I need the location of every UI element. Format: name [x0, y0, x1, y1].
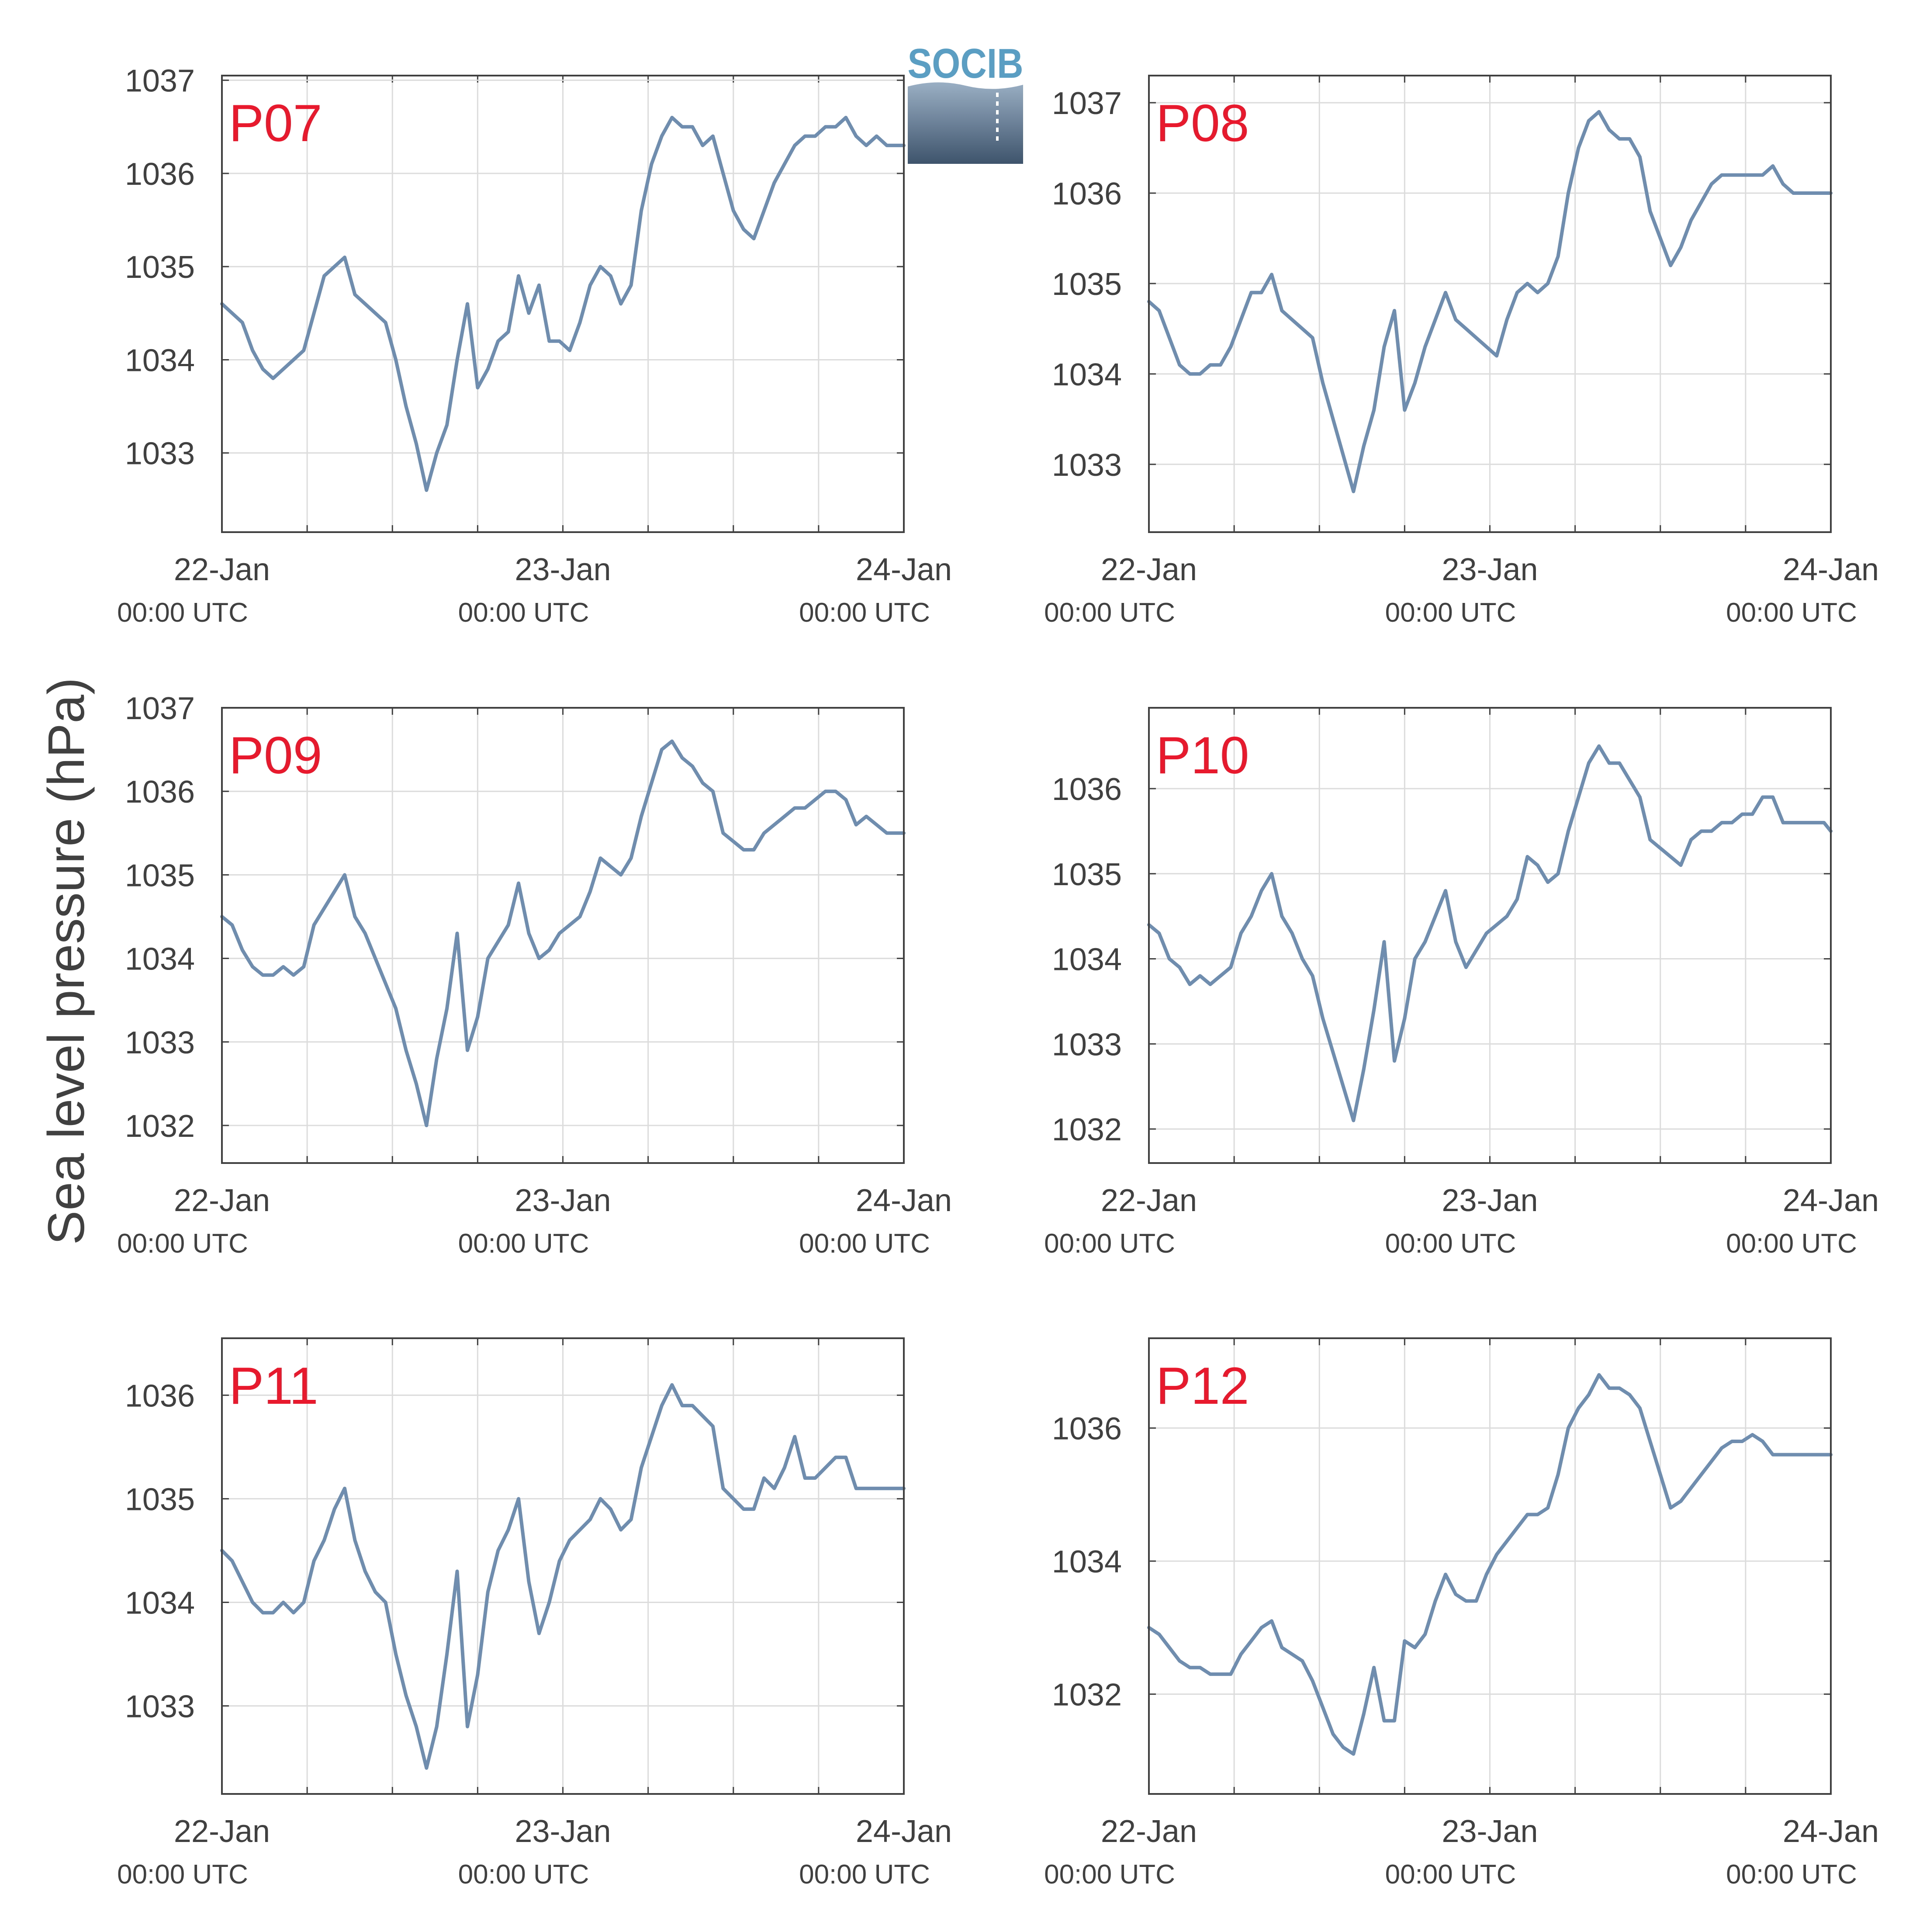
y-tick-label: 1033 — [125, 436, 195, 471]
x-tick-sublabel: 00:00 UTC — [117, 1859, 248, 1890]
series-line — [1147, 744, 1833, 1122]
x-tick-sublabel: 00:00 UTC — [799, 598, 930, 628]
y-tick-label: 1034 — [125, 1586, 195, 1620]
y-tick-label: 1033 — [125, 1690, 195, 1724]
x-tick-label: 24-Jan — [856, 1814, 952, 1849]
y-tick-label: 1034 — [125, 343, 195, 378]
x-tick-label: 23-Jan — [1442, 552, 1538, 587]
y-tick-label: 1036 — [1052, 1412, 1122, 1447]
x-tick-sublabel: 00:00 UTC — [1385, 1229, 1516, 1259]
y-tick-label: 1032 — [1052, 1678, 1122, 1713]
y-tick-label: 1036 — [125, 775, 195, 810]
socib-logo: SOCIB — [908, 40, 1024, 164]
x-tick-label: 24-Jan — [856, 552, 952, 587]
y-tick-label: 1037 — [1052, 86, 1122, 121]
series-line — [220, 1383, 906, 1770]
x-tick-label: 22-Jan — [174, 552, 270, 587]
x-tick-label: 22-Jan — [174, 1183, 270, 1218]
x-tick-sublabel: 00:00 UTC — [1044, 598, 1175, 628]
x-tick-label: 23-Jan — [515, 552, 611, 587]
series-line — [220, 739, 906, 1127]
x-tick-label: 23-Jan — [1442, 1183, 1538, 1218]
panel-label: P07 — [229, 94, 322, 152]
panel-p09: 1032 1033 1034 1035 1036 1037 22-Jan 00:00 UTC 2… — [117, 691, 952, 1259]
y-tick-label: 1032 — [1052, 1112, 1122, 1147]
panel-p12: 1032 1034 1036 22-Jan 00:00 UTC 23-Jan 00:00 U… — [1044, 1337, 1879, 1890]
y-tick-label: 1037 — [125, 691, 195, 726]
panel-p11: 1033 1034 1035 1036 22-Jan 00:00 UTC 23-Jan 00:… — [117, 1337, 952, 1890]
y-tick-label: 1036 — [1052, 177, 1122, 211]
series-line — [1147, 110, 1833, 493]
panel-p08: 1033 1034 1035 1036 1037 22-Jan 00:00 UTC 23-Ja… — [1044, 75, 1879, 628]
series-line — [220, 116, 906, 492]
x-tick-sublabel: 00:00 UTC — [458, 598, 589, 628]
y-tick-label: 1034 — [125, 942, 195, 977]
y-tick-label: 1036 — [125, 1378, 195, 1413]
y-tick-label: 1036 — [1052, 772, 1122, 807]
panel-label: P12 — [1156, 1357, 1249, 1415]
series-line — [1147, 1373, 1833, 1756]
x-tick-sublabel: 00:00 UTC — [1385, 598, 1516, 628]
y-tick-label: 1037 — [125, 64, 195, 99]
plot-frame — [1148, 75, 1832, 533]
y-tick-label: 1035 — [1052, 857, 1122, 892]
x-tick-sublabel: 00:00 UTC — [1044, 1229, 1175, 1259]
x-tick-sublabel: 00:00 UTC — [458, 1859, 589, 1890]
x-tick-label: 24-Jan — [1783, 552, 1879, 587]
panel-p07: 1033 1034 1035 1036 1037 22-Jan 00:00 UTC 23-Ja… — [117, 64, 952, 628]
x-tick-sublabel: 00:00 UTC — [799, 1859, 930, 1890]
y-tick-label: 1035 — [125, 858, 195, 893]
y-tick-label: 1034 — [1052, 942, 1122, 977]
x-tick-sublabel: 00:00 UTC — [799, 1229, 930, 1259]
logo-text: SOCIB — [908, 40, 1024, 87]
panel-label: P10 — [1156, 726, 1249, 785]
plot-frame — [221, 1337, 905, 1795]
x-tick-sublabel: 00:00 UTC — [1726, 598, 1857, 628]
x-tick-sublabel: 00:00 UTC — [1385, 1859, 1516, 1890]
panel-label: P11 — [229, 1357, 318, 1415]
y-tick-label: 1035 — [125, 250, 195, 285]
x-tick-label: 23-Jan — [1442, 1814, 1538, 1849]
y-tick-label: 1033 — [1052, 448, 1122, 483]
x-tick-sublabel: 00:00 UTC — [1044, 1859, 1175, 1890]
panel-label: P08 — [1156, 94, 1249, 152]
x-tick-sublabel: 00:00 UTC — [1726, 1229, 1857, 1259]
y-tick-label: 1035 — [125, 1482, 195, 1517]
logo-wave-shape — [908, 82, 1023, 164]
panel-p10: 1032 1033 1034 1035 1036 22-Jan 00:00 UTC 23-Ja… — [1044, 707, 1879, 1259]
y-tick-label: 1036 — [125, 157, 195, 192]
x-tick-label: 24-Jan — [1783, 1183, 1879, 1218]
plot-frame — [1148, 1337, 1832, 1795]
x-tick-label: 24-Jan — [856, 1183, 952, 1218]
x-tick-label: 22-Jan — [1101, 1183, 1197, 1218]
x-tick-sublabel: 00:00 UTC — [117, 598, 248, 628]
plot-frame — [221, 75, 905, 533]
y-tick-label: 1033 — [125, 1025, 195, 1060]
y-tick-label: 1033 — [1052, 1027, 1122, 1062]
y-tick-label: 1034 — [1052, 1544, 1122, 1579]
y-axis-title: Sea level pressure (hPa) — [38, 678, 95, 1245]
x-tick-label: 24-Jan — [1783, 1814, 1879, 1849]
plot-frame — [221, 707, 905, 1164]
y-tick-label: 1032 — [125, 1109, 195, 1144]
plot-frame — [1148, 707, 1832, 1164]
x-tick-label: 23-Jan — [515, 1183, 611, 1218]
x-tick-label: 22-Jan — [1101, 1814, 1197, 1849]
x-tick-label: 22-Jan — [174, 1814, 270, 1849]
x-tick-sublabel: 00:00 UTC — [1726, 1859, 1857, 1890]
x-tick-sublabel: 00:00 UTC — [458, 1229, 589, 1259]
x-tick-label: 23-Jan — [515, 1814, 611, 1849]
x-tick-label: 22-Jan — [1101, 552, 1197, 587]
y-tick-label: 1034 — [1052, 357, 1122, 392]
y-tick-label: 1035 — [1052, 267, 1122, 302]
panels-container: 1033 1034 1035 1036 1037 22-Jan 00:00 UTC 23-Ja… — [117, 64, 1879, 1890]
x-tick-sublabel: 00:00 UTC — [117, 1229, 248, 1259]
panel-label: P09 — [229, 726, 322, 785]
